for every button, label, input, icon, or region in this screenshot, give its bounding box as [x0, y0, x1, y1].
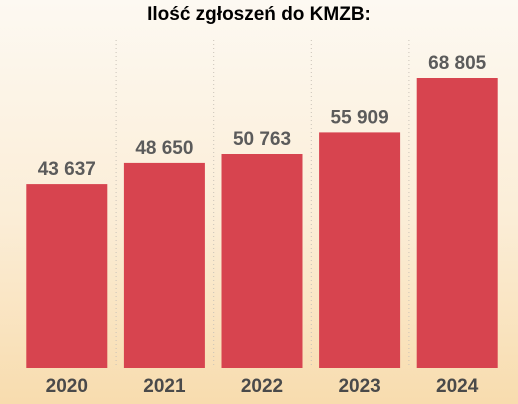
value-label-2024: 68 805 — [428, 53, 487, 74]
value-label-2022: 50 763 — [233, 129, 291, 150]
grid-lines — [115, 40, 410, 368]
category-label-2020: 2020 — [46, 376, 88, 397]
bar-2023 — [319, 132, 401, 368]
category-label-2021: 2021 — [143, 376, 186, 397]
value-label-2020: 43 637 — [38, 159, 96, 180]
category-label-2023: 2023 — [338, 376, 380, 397]
bar-2020 — [26, 184, 108, 368]
bar-2022 — [221, 154, 303, 368]
category-labels: 2020 2021 2022 2023 2024 — [46, 376, 479, 397]
bar-2021 — [123, 162, 205, 368]
value-labels: 43 637 48 650 50 763 55 909 68 805 — [38, 53, 487, 180]
value-label-2023: 55 909 — [331, 107, 389, 128]
category-label-2024: 2024 — [436, 376, 479, 397]
chart-title: Ilość zgłoszeń do KMZB: — [147, 4, 371, 25]
bars — [26, 78, 498, 368]
category-label-2022: 2022 — [241, 376, 283, 397]
bar-2024 — [416, 78, 498, 368]
value-label-2021: 48 650 — [135, 138, 193, 159]
